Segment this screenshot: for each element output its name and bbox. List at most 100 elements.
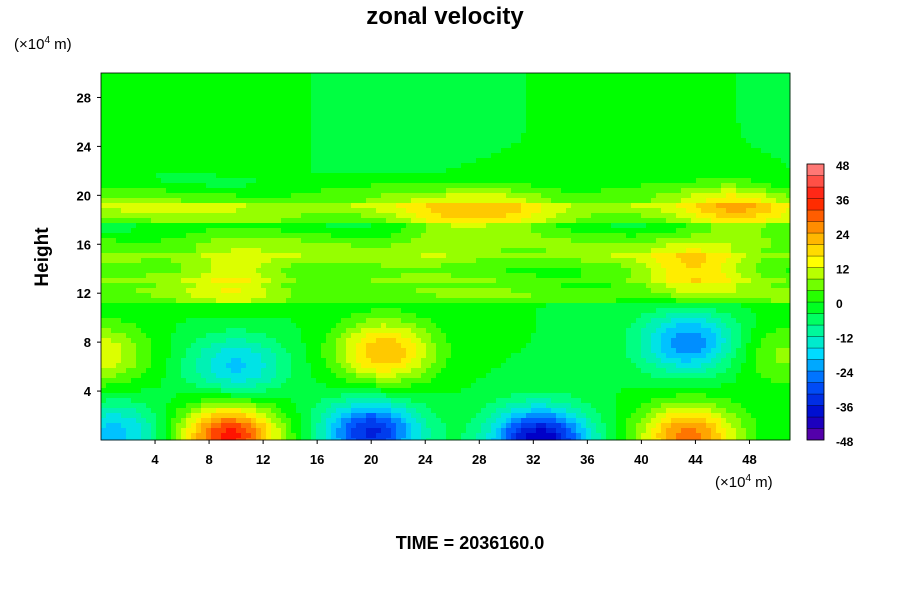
heatmap-cell	[441, 183, 447, 189]
heatmap-cell	[141, 193, 147, 199]
heatmap-cell	[341, 133, 347, 139]
heatmap-cell	[311, 193, 317, 199]
heatmap-cell	[676, 148, 682, 154]
heatmap-cell	[211, 168, 217, 174]
heatmap-cell	[391, 243, 397, 249]
heatmap-cell	[536, 188, 542, 194]
heatmap-cell	[366, 93, 372, 99]
heatmap-cell	[501, 213, 507, 219]
heatmap-cell	[711, 233, 717, 239]
heatmap-cell	[501, 233, 507, 239]
heatmap-cell	[496, 208, 502, 214]
heatmap-cell	[516, 133, 522, 139]
heatmap-cell	[736, 148, 742, 154]
heatmap-cell	[491, 133, 497, 139]
heatmap-cell	[196, 113, 202, 119]
heatmap-cell	[111, 148, 117, 154]
heatmap-cell	[136, 223, 142, 229]
heatmap-cell	[421, 123, 427, 129]
heatmap-cell	[121, 163, 127, 169]
heatmap-cell	[331, 243, 337, 249]
heatmap-cell	[591, 218, 597, 224]
heatmap-cell	[206, 238, 212, 244]
heatmap-cell	[496, 228, 502, 234]
heatmap-cell	[506, 193, 512, 199]
heatmap-cell	[141, 208, 147, 214]
heatmap-cell	[726, 153, 732, 159]
heatmap-cell	[766, 143, 772, 149]
heatmap-cell	[101, 228, 107, 234]
heatmap-cell	[176, 193, 182, 199]
heatmap-cell	[191, 213, 197, 219]
heatmap-cell	[176, 198, 182, 204]
heatmap-cell	[711, 103, 717, 109]
heatmap-cell	[566, 183, 572, 189]
heatmap-cell	[181, 153, 187, 159]
heatmap-cell	[401, 158, 407, 164]
heatmap-cell	[611, 218, 617, 224]
heatmap-cell	[251, 188, 257, 194]
heatmap-cell	[371, 238, 377, 244]
heatmap-cell	[591, 203, 597, 209]
heatmap-cell	[381, 193, 387, 199]
heatmap-cell	[661, 233, 667, 239]
heatmap-cell	[501, 173, 507, 179]
heatmap-cell	[431, 148, 437, 154]
heatmap-cell	[741, 173, 747, 179]
heatmap-cell	[131, 148, 137, 154]
heatmap-cell	[711, 158, 717, 164]
heatmap-cell	[266, 248, 272, 254]
heatmap-cell	[761, 238, 767, 244]
heatmap-cell	[171, 158, 177, 164]
heatmap-cell	[651, 143, 657, 149]
heatmap-cell	[541, 73, 547, 79]
heatmap-cell	[186, 108, 192, 114]
heatmap-cell	[231, 248, 237, 254]
heatmap-cell	[371, 138, 377, 144]
heatmap-cell	[126, 103, 132, 109]
heatmap-cell	[566, 178, 572, 184]
heatmap-cell	[401, 148, 407, 154]
heatmap-cell	[271, 93, 277, 99]
heatmap-cell	[436, 128, 442, 134]
heatmap-cell	[611, 188, 617, 194]
heatmap-cell	[241, 113, 247, 119]
heatmap-cell	[666, 108, 672, 114]
heatmap-cell	[456, 158, 462, 164]
heatmap-cell	[231, 128, 237, 134]
heatmap-cell	[586, 98, 592, 104]
heatmap-cell	[461, 123, 467, 129]
heatmap-cell	[546, 178, 552, 184]
heatmap-cell	[516, 103, 522, 109]
heatmap-cell	[416, 248, 422, 254]
heatmap-cell	[721, 143, 727, 149]
heatmap-cell	[691, 113, 697, 119]
heatmap-cell	[381, 123, 387, 129]
heatmap-cell	[241, 93, 247, 99]
heatmap-cell	[626, 173, 632, 179]
heatmap-cell	[466, 153, 472, 159]
heatmap-cell	[126, 143, 132, 149]
heatmap-cell	[576, 233, 582, 239]
heatmap-cell	[571, 108, 577, 114]
heatmap-cell	[251, 73, 257, 79]
heatmap-cell	[496, 178, 502, 184]
heatmap-cell	[296, 223, 302, 229]
heatmap-cell	[571, 73, 577, 79]
heatmap-cell	[341, 123, 347, 129]
heatmap-cell	[436, 158, 442, 164]
heatmap-cell	[786, 113, 791, 119]
heatmap-cell	[331, 208, 337, 214]
heatmap-cell	[746, 223, 752, 229]
heatmap-cell	[556, 148, 562, 154]
heatmap-cell	[481, 218, 487, 224]
heatmap-cell	[266, 223, 272, 229]
heatmap-cell	[296, 233, 302, 239]
heatmap-cell	[501, 183, 507, 189]
heatmap-cell	[466, 78, 472, 84]
heatmap-cell	[446, 248, 452, 254]
heatmap-cell	[516, 78, 522, 84]
heatmap-cell	[241, 78, 247, 84]
heatmap-cell	[236, 178, 242, 184]
heatmap-cell	[246, 213, 252, 219]
